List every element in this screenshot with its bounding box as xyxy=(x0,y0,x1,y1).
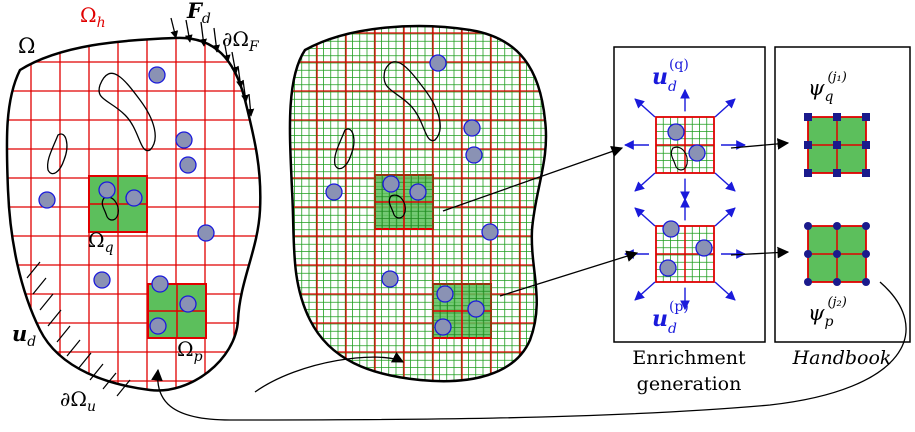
psi-q-label: ψ xyxy=(808,76,825,100)
psi-p-label: ψ xyxy=(808,301,825,325)
displacement-arrow xyxy=(714,172,736,192)
svg-text:Ωh: Ωh xyxy=(80,3,106,31)
crack-inclusion xyxy=(333,128,355,170)
inclusion xyxy=(148,66,166,84)
crack-inclusion xyxy=(388,194,406,219)
displacement-arrow xyxy=(634,98,656,118)
coarse-domain xyxy=(5,17,262,397)
flow-arrows xyxy=(151,138,907,421)
dof-node-circle xyxy=(833,250,841,258)
inclusion xyxy=(38,191,56,209)
svg-text:ψp(j₂): ψp(j₂) xyxy=(808,295,847,330)
inclusion xyxy=(93,271,111,289)
inclusion xyxy=(175,131,193,149)
inclusion xyxy=(465,146,483,164)
fine-domain xyxy=(288,24,548,383)
svg-text:ψq(j₁): ψq(j₁) xyxy=(808,70,847,105)
inclusion xyxy=(409,183,427,201)
svg-text:ud(q): ud(q) xyxy=(652,57,689,95)
crack-inclusion xyxy=(101,196,119,221)
inclusion xyxy=(463,119,481,137)
dof-node-circle xyxy=(862,222,870,230)
displacement-arrow xyxy=(714,281,736,301)
dof-node-square xyxy=(804,113,812,121)
displacement-arrow xyxy=(634,207,656,227)
enrichment-caption-line1: Enrichment xyxy=(632,347,746,369)
displacement-arrow xyxy=(714,207,736,227)
dof-node-square xyxy=(862,113,870,121)
dof-node-circle xyxy=(862,278,870,286)
dof-node-circle xyxy=(804,222,812,230)
inclusion xyxy=(149,317,167,335)
inclusion xyxy=(436,285,454,303)
inclusion xyxy=(481,223,499,241)
enrichment-patch-p xyxy=(624,197,746,311)
dof-node-square xyxy=(833,169,841,177)
enrichment-panel: ud(q) ud(p) xyxy=(613,46,766,343)
dof-node-square xyxy=(862,141,870,149)
displacement-label: u xyxy=(12,321,27,346)
inclusion xyxy=(429,54,447,72)
domain-label: Ω xyxy=(18,34,35,58)
crack-inclusion xyxy=(383,61,441,142)
displacement-arrow xyxy=(634,281,656,301)
patch-q-label: Ω xyxy=(88,228,105,252)
handbook-caption: Handbook xyxy=(792,347,892,369)
dof-node-square xyxy=(833,113,841,121)
displacement-arrow xyxy=(634,172,656,192)
force-label: F xyxy=(186,0,204,23)
dirichlet-hatching xyxy=(26,261,131,397)
dof-node-circle xyxy=(833,222,841,230)
force-arrows xyxy=(170,17,255,117)
inclusion xyxy=(325,183,343,201)
patch-p-label: Ω xyxy=(177,337,194,361)
svg-text:ud: ud xyxy=(12,321,36,350)
svg-text:∂Ωu: ∂Ωu xyxy=(60,387,96,415)
dof-node-circle xyxy=(804,278,812,286)
inclusion xyxy=(125,189,143,207)
inclusion xyxy=(434,318,452,336)
inclusion xyxy=(98,181,116,199)
handbook-panel: ψq(j₁) ψp(j₂) xyxy=(774,46,911,343)
shape-function-q xyxy=(804,113,870,177)
enrichment-patch-q xyxy=(624,88,746,202)
inclusion xyxy=(467,300,485,318)
dof-node-square xyxy=(833,141,841,149)
svg-text:Ωq: Ωq xyxy=(88,228,114,256)
dof-node-circle xyxy=(862,250,870,258)
dof-node-circle xyxy=(833,278,841,286)
svg-text:ud(p): ud(p) xyxy=(652,299,689,337)
enrichment-arrows xyxy=(624,88,746,202)
svg-text:Ωp: Ωp xyxy=(177,337,203,365)
dof-node-square xyxy=(862,169,870,177)
inclusion xyxy=(179,295,197,313)
enrichment-caption-line2: generation xyxy=(637,373,742,395)
dof-node-square xyxy=(804,141,812,149)
inclusion xyxy=(179,156,197,174)
inclusion xyxy=(197,224,215,242)
inclusion xyxy=(151,275,169,293)
inclusion xyxy=(382,175,400,193)
displacement-arrow xyxy=(714,98,736,118)
discretization-label: Ω xyxy=(80,3,97,27)
svg-text:Fd: Fd xyxy=(186,0,211,27)
crack-inclusion xyxy=(46,133,68,175)
neumann-boundary-label: ∂Ω xyxy=(222,27,249,51)
inclusion xyxy=(381,270,399,288)
enrichment-p-label: u xyxy=(652,306,668,332)
shape-function-p xyxy=(804,222,870,286)
dof-node-circle xyxy=(804,250,812,258)
svg-text:∂ΩF: ∂ΩF xyxy=(222,27,260,55)
enrichment-q-label: u xyxy=(652,64,668,90)
dof-node-square xyxy=(804,169,812,177)
dirichlet-boundary-label: ∂Ω xyxy=(60,387,87,411)
crack-inclusion xyxy=(98,72,156,152)
